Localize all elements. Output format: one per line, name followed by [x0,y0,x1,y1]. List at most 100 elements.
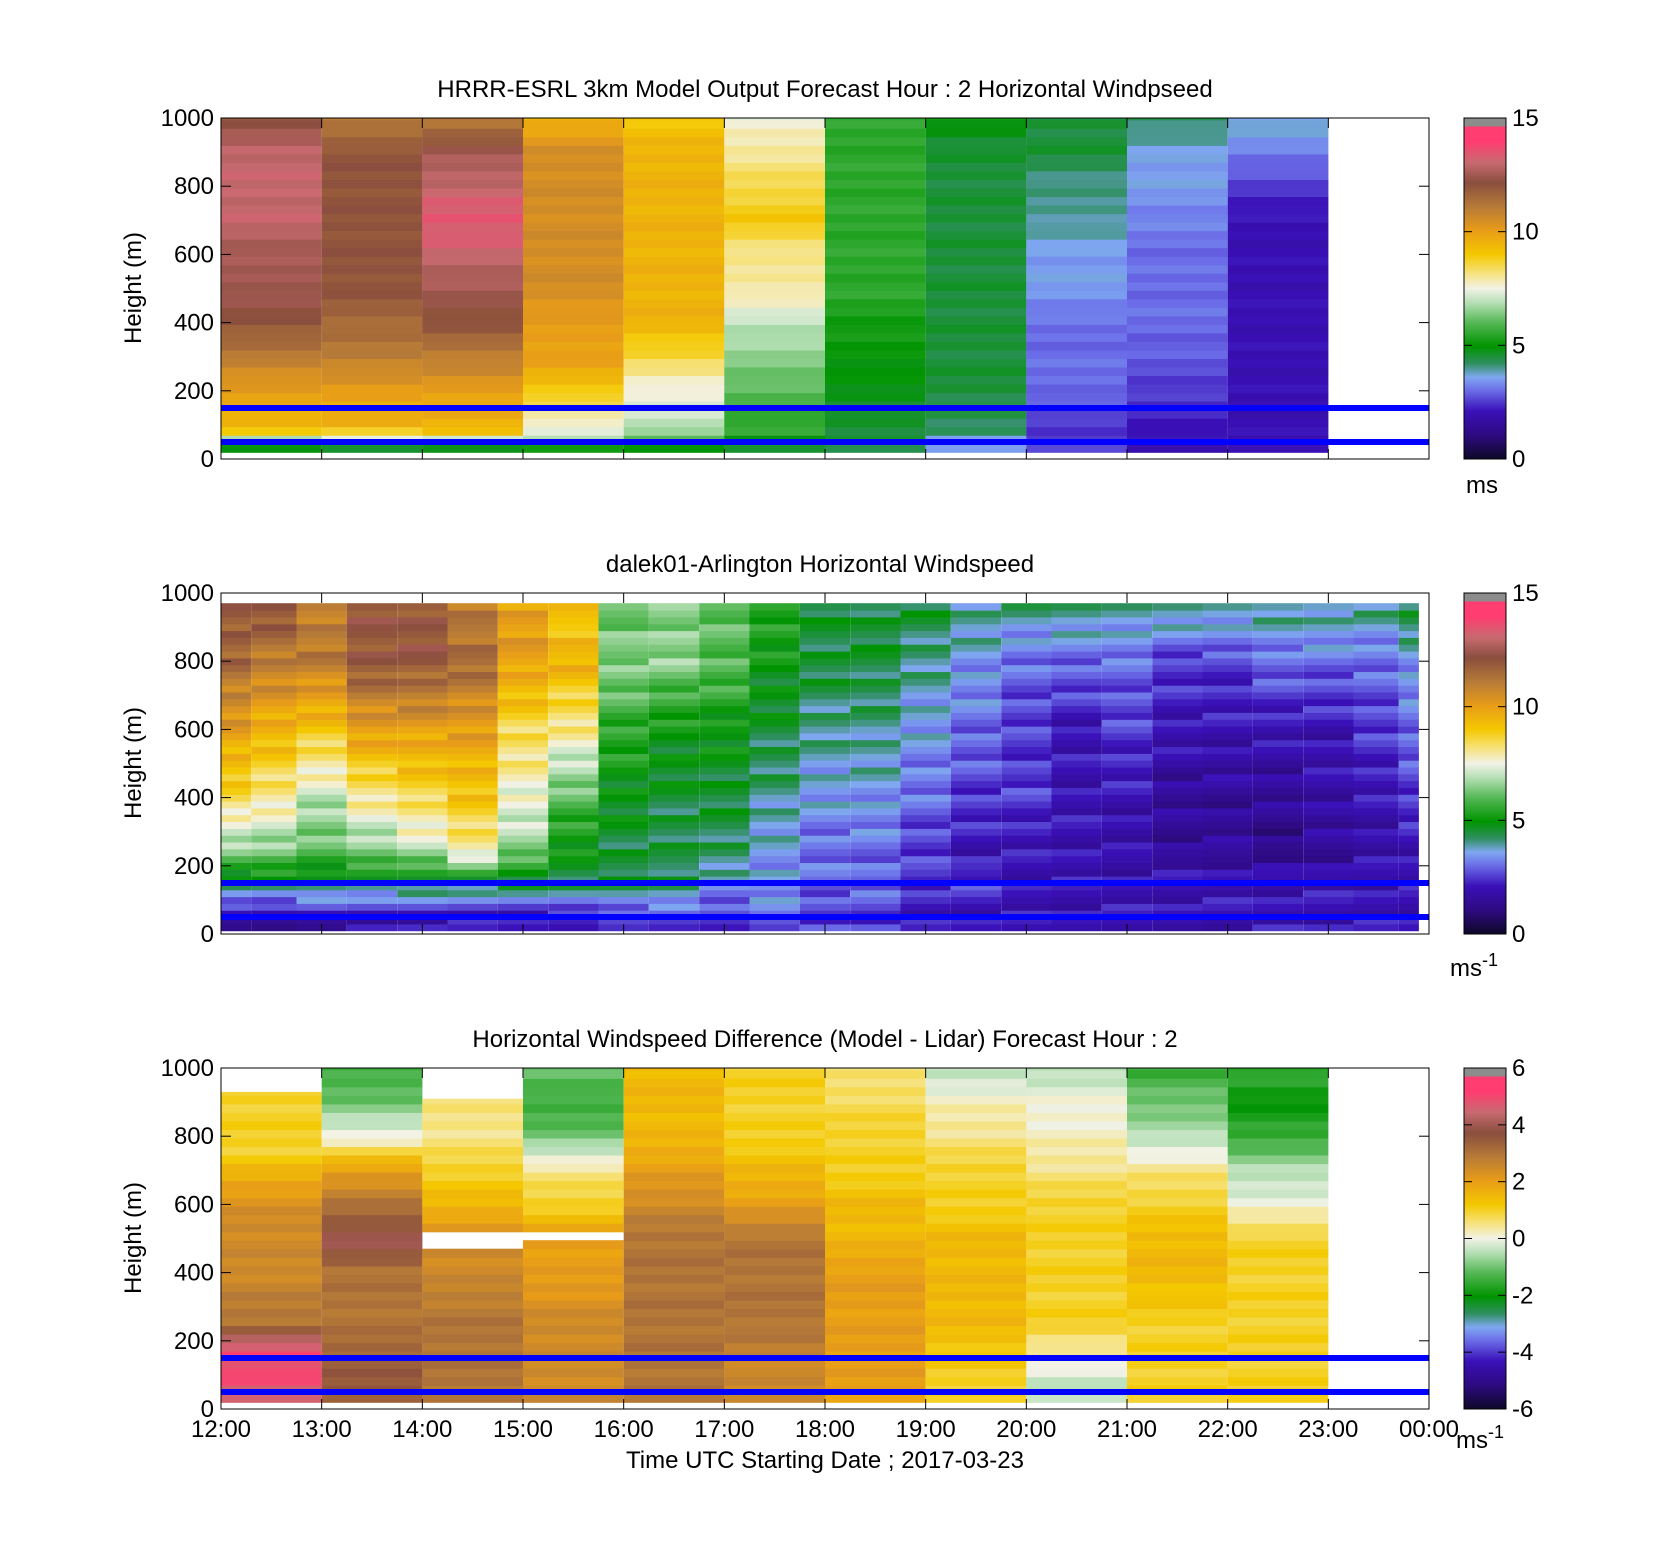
heatmap-cell [1127,1068,1228,1071]
heatmap-cell [251,637,297,645]
heatmap-cell [699,882,750,891]
heatmap-cell [1252,746,1304,754]
heatmap-cell [422,1282,523,1292]
heatmap-cell [1127,222,1228,232]
heatmap-cell [825,1368,926,1378]
heatmap-cell [1026,1274,1127,1284]
heatmap-cell [523,1137,624,1148]
heatmap-cell [221,128,322,138]
heatmap-cell [251,923,297,932]
heatmap-cell [346,766,398,775]
heatmap-cell [296,616,347,625]
heatmap-cell [1252,801,1304,809]
heatmap-cell [1353,712,1399,720]
heatmap-cell [1303,801,1354,809]
heatmap-cell [623,1214,725,1224]
heatmap-cell [1252,773,1304,782]
heatmap-cell [648,882,700,891]
heatmap-cell [724,1257,825,1267]
heatmap-cell [497,841,549,850]
heatmap-cell [221,1206,322,1216]
heatmap-cell [749,616,800,625]
heatmap-cell [422,1257,523,1267]
heatmap-cell [799,616,851,625]
heatmap-cell [825,196,926,206]
heatmap-cell [1001,616,1052,625]
heatmap-cell [799,603,851,611]
heatmap-cell [1101,610,1153,618]
heatmap-cell [321,307,423,317]
heatmap-cell [346,910,398,918]
heatmap-cell [1101,712,1153,720]
heatmap-cell [799,814,851,823]
heatmap-cell [1101,807,1153,816]
heatmap-cell [1001,801,1052,809]
heatmap-cell [1026,341,1127,351]
heatmap-cell [497,876,549,884]
heatmap-cell [724,1206,825,1216]
heatmap-cell [422,298,523,308]
heatmap-cell [1001,685,1052,693]
heatmap-cell [447,753,498,761]
heatmap-cell [1026,187,1127,198]
heatmap-cell [598,603,649,611]
heatmap-cell [1202,719,1253,727]
heatmap-cell [900,780,951,788]
heatmap-cell [1101,876,1153,884]
heatmap-cell [925,170,1027,181]
heatmap-cell [724,1137,825,1148]
heatmap-cell [699,862,750,870]
heatmap-cell [825,1376,926,1386]
heatmap-cell [623,332,725,342]
heatmap-cell [1001,766,1052,775]
heatmap-cell [1202,773,1253,782]
heatmap-cell [1127,358,1228,368]
heatmap-cell [623,1282,725,1292]
heatmap-cell [1227,1197,1329,1207]
heatmap-cell [598,760,649,768]
heatmap-cell [296,807,347,816]
heatmap-cell [321,1206,423,1216]
heatmap-cell [497,739,549,748]
heatmap-cell [623,281,725,291]
heatmap-cell [900,644,951,652]
heatmap-cell [1353,828,1399,836]
heatmap-cell [900,603,951,611]
heatmap-cell [321,1103,423,1113]
heatmap-cell [1101,862,1153,870]
heatmap-cell [1227,1316,1329,1327]
heatmap-cell [221,205,322,215]
heatmap-cell [900,637,951,645]
heatmap-cell [724,145,825,155]
heatmap-cell [1303,712,1354,720]
heatmap-cell [648,766,700,775]
colorbar-tick-label: 15 [1512,105,1539,132]
heatmap-cell [422,1325,523,1335]
heatmap-cell [1001,862,1052,870]
heatmap-cell [321,315,423,325]
heatmap-cell [925,1103,1027,1113]
heatmap-cell [397,780,448,788]
heatmap-cell [523,418,624,428]
heatmap-cell [346,814,398,823]
heatmap-cell [1202,835,1253,843]
heatmap-cell [850,732,901,741]
heatmap-cell [1202,794,1253,802]
heatmap-cell [397,807,448,816]
heatmap-cell [1001,664,1052,673]
heatmap-cell [850,882,901,891]
heatmap-cell [1353,917,1399,925]
heatmap-cell [1252,705,1304,713]
heatmap-cell [699,855,750,864]
heatmap-cell [397,787,448,795]
heatmap-cell [925,1334,1027,1344]
heatmap-cell [422,1146,523,1156]
heatmap-cell [422,1393,523,1403]
colorbar-unit: ms-1 [1456,1422,1504,1454]
heatmap-cell [1303,698,1354,707]
heatmap-cell [724,315,825,325]
heatmap-cell [523,1086,624,1096]
heatmap-cell [1227,230,1329,240]
heatmap-cell [422,1248,523,1258]
heatmap-cell [925,230,1027,240]
